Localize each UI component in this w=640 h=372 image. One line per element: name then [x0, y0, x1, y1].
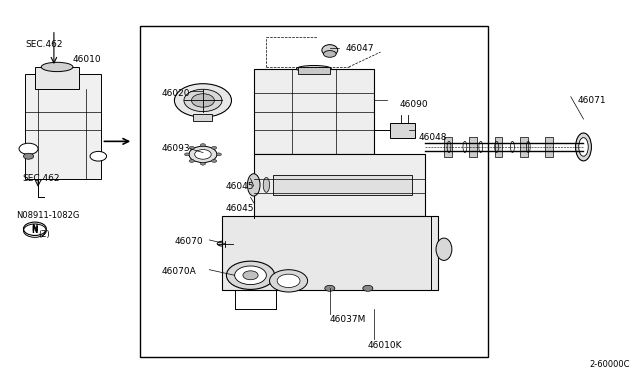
- Text: SEC.462: SEC.462: [26, 40, 63, 49]
- Text: N08911-1082G: N08911-1082G: [16, 211, 79, 220]
- Circle shape: [175, 84, 232, 117]
- Circle shape: [277, 274, 300, 288]
- Circle shape: [184, 89, 222, 112]
- Circle shape: [189, 146, 195, 149]
- Circle shape: [200, 162, 205, 165]
- Circle shape: [269, 270, 308, 292]
- Circle shape: [189, 146, 217, 163]
- Ellipse shape: [301, 177, 308, 192]
- Bar: [298, 67, 330, 74]
- Bar: [444, 137, 452, 157]
- Ellipse shape: [575, 133, 591, 161]
- Text: (2): (2): [38, 230, 50, 239]
- Circle shape: [90, 151, 106, 161]
- Bar: [140, 26, 488, 357]
- Bar: [520, 137, 527, 157]
- Ellipse shape: [579, 138, 588, 156]
- Text: 46010K: 46010K: [368, 341, 403, 350]
- Text: 46048: 46048: [419, 133, 447, 142]
- Text: 46090: 46090: [399, 100, 428, 109]
- Circle shape: [195, 150, 211, 159]
- Circle shape: [212, 160, 217, 163]
- Ellipse shape: [217, 241, 233, 247]
- Bar: [469, 137, 477, 157]
- Circle shape: [324, 285, 335, 291]
- Ellipse shape: [282, 177, 289, 192]
- Bar: [228, 242, 253, 246]
- Text: 46045: 46045: [225, 204, 253, 213]
- Ellipse shape: [322, 45, 338, 56]
- Ellipse shape: [296, 65, 332, 72]
- Text: 2-60000C: 2-60000C: [590, 360, 630, 369]
- Text: 46010: 46010: [73, 55, 102, 64]
- Circle shape: [191, 94, 214, 107]
- Circle shape: [212, 146, 217, 149]
- Text: 46093: 46093: [162, 144, 190, 153]
- Bar: [253, 69, 374, 154]
- Text: 46071: 46071: [577, 96, 606, 105]
- Bar: [273, 175, 412, 195]
- Bar: [222, 216, 438, 290]
- Bar: [35, 67, 79, 89]
- Circle shape: [235, 266, 266, 285]
- Text: 46020: 46020: [162, 89, 190, 97]
- Circle shape: [243, 271, 258, 280]
- Bar: [545, 137, 553, 157]
- Circle shape: [24, 153, 34, 159]
- Text: 46037M: 46037M: [330, 315, 366, 324]
- Circle shape: [19, 143, 38, 154]
- Bar: [495, 137, 502, 157]
- Ellipse shape: [263, 177, 269, 192]
- Text: 46047: 46047: [346, 44, 374, 53]
- Bar: [253, 154, 425, 216]
- Text: SEC.462: SEC.462: [22, 174, 60, 183]
- Circle shape: [184, 153, 189, 156]
- Circle shape: [216, 153, 221, 156]
- Text: 46070A: 46070A: [162, 267, 196, 276]
- Circle shape: [189, 160, 195, 163]
- Ellipse shape: [436, 238, 452, 260]
- Text: N: N: [31, 226, 38, 235]
- Bar: [193, 114, 212, 121]
- Circle shape: [363, 285, 373, 291]
- Circle shape: [200, 144, 205, 147]
- Ellipse shape: [247, 174, 260, 196]
- Text: 46070: 46070: [175, 237, 203, 246]
- Ellipse shape: [323, 51, 336, 57]
- Text: N: N: [31, 224, 38, 233]
- Bar: [26, 74, 102, 179]
- Text: 46045: 46045: [225, 182, 253, 190]
- Bar: [390, 123, 415, 138]
- Circle shape: [227, 261, 275, 289]
- Ellipse shape: [41, 62, 73, 71]
